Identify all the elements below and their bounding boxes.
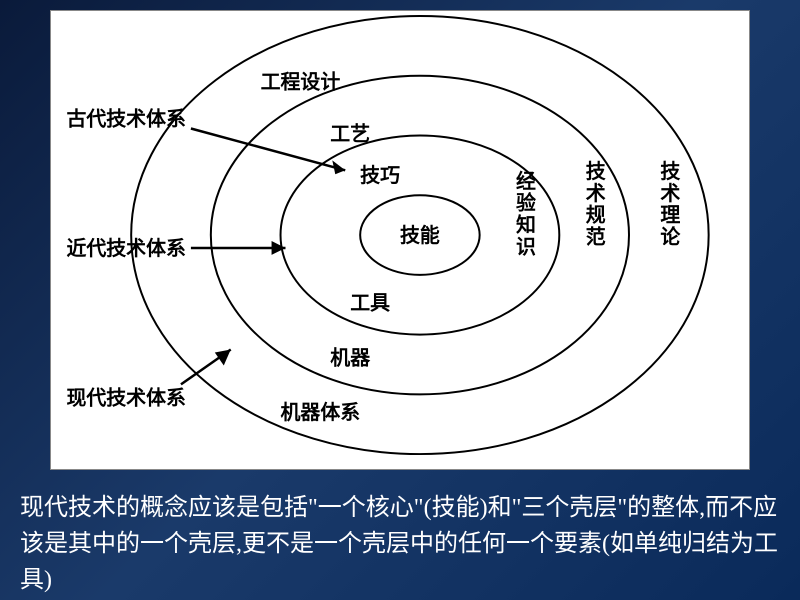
ring1-bottom-label: 工具 — [350, 293, 390, 315]
concentric-diagram: 技能 技巧 工艺 工程设计 工具 机器 机器体系 经验知识 技术规范 技术理论 … — [51, 11, 749, 469]
ring1-right-label: 经验知识 — [510, 170, 539, 258]
ring3-top-label: 工程设计 — [261, 71, 341, 94]
ring1-top-label: 技巧 — [360, 163, 400, 187]
ring2-bottom-label: 机器 — [330, 346, 371, 369]
ring3-right-label: 技术理论 — [654, 160, 683, 248]
ring2-top-label: 工艺 — [330, 122, 370, 145]
slide-caption: 现代技术的概念应该是包括"一个核心"(技能)和"三个壳层"的整体,而不应该是其中… — [0, 490, 800, 598]
pointer-arrow-0 — [191, 128, 345, 170]
ring2-right-label: 技术规范 — [579, 160, 608, 248]
pointer-label-0: 古代技术体系 — [66, 106, 186, 130]
pointer-label-1: 近代技术体系 — [66, 236, 186, 260]
diagram-container: 技能 技巧 工艺 工程设计 工具 机器 机器体系 经验知识 技术规范 技术理论 … — [50, 10, 750, 470]
ring3-bottom-label: 机器体系 — [281, 400, 361, 424]
pointer-arrowhead-0 — [332, 160, 345, 174]
core-label: 技能 — [400, 223, 440, 247]
pointer-label-2: 现代技术体系 — [66, 385, 186, 409]
